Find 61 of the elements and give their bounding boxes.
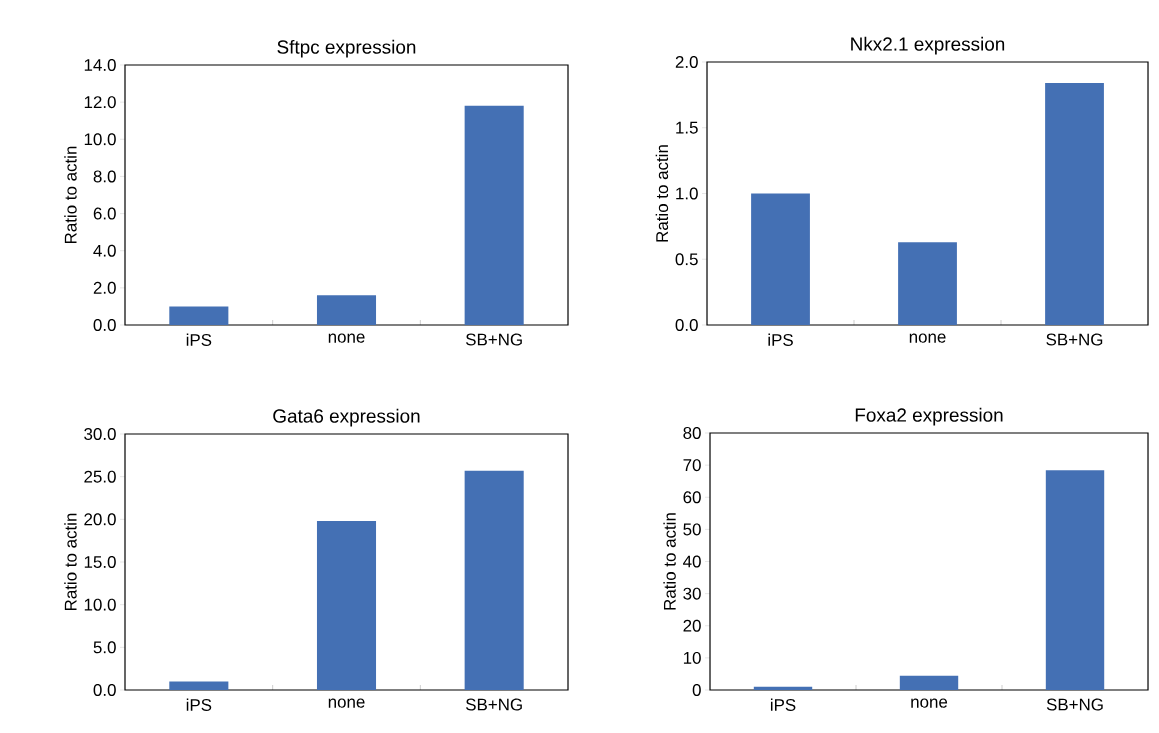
bar (1045, 83, 1104, 325)
y-tick-label: 14.0 (84, 58, 116, 71)
y-tick-label: 8.0 (93, 170, 116, 183)
y-tick-label: 10.0 (84, 598, 116, 611)
bar (464, 470, 524, 690)
x-tick-label: SB+NG (465, 333, 522, 346)
y-tick-label: 6.0 (93, 207, 116, 220)
bar (753, 686, 813, 690)
y-tick-label: 0.0 (93, 684, 116, 696)
y-tick-label: 10.0 (84, 133, 116, 146)
y-axis-title: Ratio to actin (64, 146, 77, 244)
y-tick-label: 2.0 (675, 55, 698, 68)
y-tick-label: 40 (683, 555, 701, 568)
x-tick-label: none (911, 698, 948, 708)
x-tick-label: none (909, 333, 946, 343)
bar (316, 295, 377, 325)
y-tick-label: 70 (683, 459, 701, 472)
y-tick-label: 15.0 (84, 556, 116, 568)
y-tick-label: 25.0 (84, 470, 116, 483)
y-tick-label: 0 (692, 684, 701, 696)
y-tick-label: 50 (683, 523, 701, 536)
y-tick-label: 20 (683, 619, 701, 632)
x-tick-label: iPS (768, 333, 793, 346)
chart-title: Nkx2.1 expression (851, 36, 1005, 55)
y-axis-title: Ratio to actin (655, 145, 669, 242)
bar (464, 105, 524, 325)
y-tick-label: 1.0 (676, 187, 698, 200)
bar (169, 306, 229, 325)
x-tick-label: none (328, 698, 365, 708)
bar (1045, 470, 1105, 690)
y-tick-label: 1.5 (676, 121, 698, 134)
y-tick-label: 80 (683, 427, 701, 439)
x-tick-label: iPS (186, 333, 212, 346)
chart-title: Sftpc expression (277, 39, 416, 58)
x-tick-label: SB+NG (465, 698, 522, 711)
y-tick-label: 0.0 (675, 319, 698, 331)
bar (169, 681, 229, 690)
y-tick-label: 20.0 (84, 513, 116, 526)
bar (899, 675, 959, 690)
y-axis-title: Ratio to actin (64, 513, 77, 611)
y-tick-label: 60 (683, 491, 701, 504)
x-tick-label: SB+NG (1046, 698, 1103, 711)
chart-title: Gata6 expression (273, 408, 420, 427)
y-tick-label: 4.0 (93, 244, 116, 257)
y-axis-title: Ratio to actin (663, 513, 676, 610)
x-tick-label: none (328, 333, 365, 343)
y-tick-label: 5.0 (93, 641, 116, 654)
chart-title: Foxa2 expression (855, 407, 1003, 426)
bar (751, 193, 810, 325)
x-tick-label: iPS (186, 698, 212, 711)
y-tick-label: 0.5 (675, 253, 698, 266)
y-tick-label: 0.0 (93, 319, 116, 331)
y-tick-label: 30 (683, 587, 701, 600)
x-tick-label: iPS (770, 698, 796, 711)
y-tick-label: 2.0 (93, 281, 116, 294)
bar (898, 242, 957, 325)
bar (316, 521, 377, 690)
y-tick-label: 12.0 (84, 96, 116, 109)
y-tick-label: 30.0 (84, 428, 116, 440)
y-tick-label: 10 (683, 651, 701, 664)
x-tick-label: SB+NG (1046, 333, 1103, 346)
